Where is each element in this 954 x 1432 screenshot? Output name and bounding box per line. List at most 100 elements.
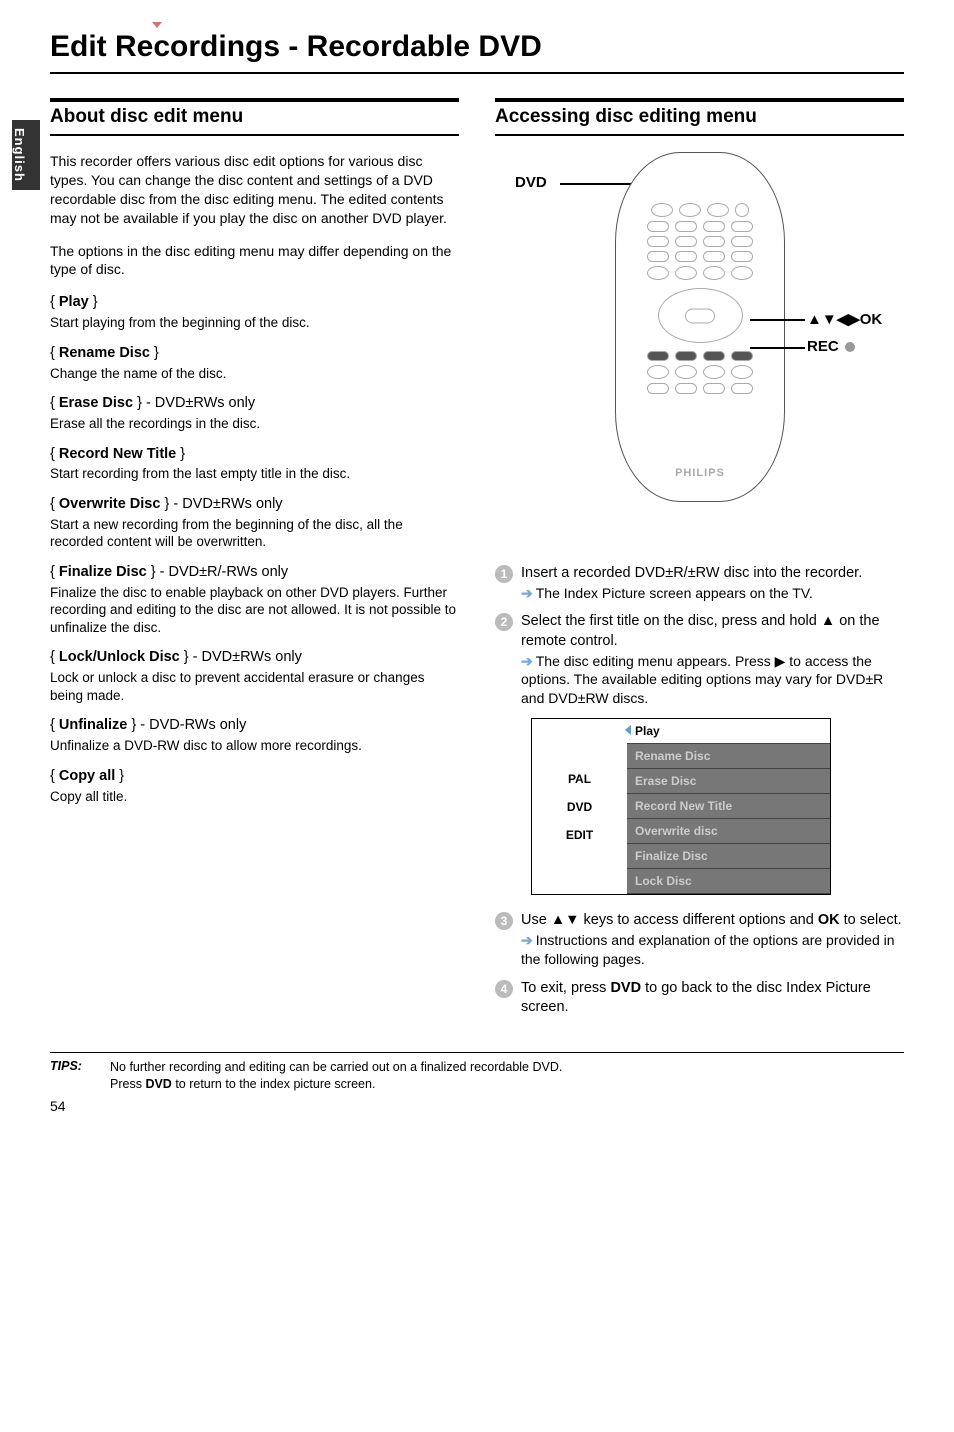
option-head: { Record New Title } xyxy=(50,445,459,464)
ui-down-arrow-icon xyxy=(152,22,162,28)
right-column: Accessing disc editing menu DVD PH xyxy=(495,98,904,1028)
option-desc: Copy all title. xyxy=(50,788,459,806)
remote-outline: PHILIPS xyxy=(615,152,785,502)
step-4-badge: 4 xyxy=(495,980,513,998)
language-tab: English xyxy=(12,120,40,190)
step-2-badge: 2 xyxy=(495,613,513,631)
ui-label-dvd: DVD xyxy=(532,800,627,814)
tips-line-2: Press DVD to return to the index picture… xyxy=(110,1076,904,1093)
remote-buttons xyxy=(626,203,774,411)
ui-left-arrow-icon xyxy=(625,725,631,735)
step-1-text: Insert a recorded DVD±R/±RW disc into th… xyxy=(521,564,904,584)
option-block: { Record New Title }Start recording from… xyxy=(50,445,459,483)
step-4-text: To exit, press DVD to go back to the dis… xyxy=(521,979,904,1018)
ui-menu-row: Record New Title xyxy=(627,794,830,819)
option-head: { Lock/Unlock Disc } - DVD±RWs only xyxy=(50,648,459,667)
step-1-badge: 1 xyxy=(495,565,513,583)
option-block: { Play } Start playing from the beginning… xyxy=(50,293,459,331)
option-desc: Start playing from the beginning of the … xyxy=(50,314,459,332)
option-block: { Rename Disc } Change the name of the di… xyxy=(50,344,459,382)
tips-label: TIPS: xyxy=(50,1059,96,1093)
ui-menu-row: Lock Disc xyxy=(627,869,830,894)
remote-diagram: DVD PHILIPS ▲▼◀▶OK xyxy=(495,152,904,542)
page-number: 54 xyxy=(50,1098,904,1114)
tips-row: TIPS: No further recording and editing c… xyxy=(50,1052,904,1093)
step-1-sub: ➔The Index Picture screen appears on the… xyxy=(521,584,904,603)
ui-menu-row: Rename Disc xyxy=(627,744,830,769)
option-block: { Lock/Unlock Disc } - DVD±RWs only Lock … xyxy=(50,648,459,704)
option-head: { Overwrite Disc } - DVD±RWs only xyxy=(50,495,459,514)
tips-line-2b: to return to the index picture screen. xyxy=(172,1077,376,1091)
arrow-right-icon: ➔ xyxy=(521,585,533,601)
page-title: Edit Recordings - Recordable DVD xyxy=(50,30,904,74)
ui-menu-row: Finalize Disc xyxy=(627,844,830,869)
callout-dvd-label: DVD xyxy=(515,174,547,191)
ui-menu-row: Overwrite disc xyxy=(627,819,830,844)
step-4: 4 To exit, press DVD to go back to the d… xyxy=(495,979,904,1018)
option-block: { Erase Disc } - DVD±RWs only Erase all t… xyxy=(50,394,459,432)
step-3-badge: 3 xyxy=(495,912,513,930)
ui-menu-row: Play xyxy=(627,719,830,744)
arrow-right-icon: ➔ xyxy=(521,653,533,669)
tips-line-1: No further recording and editing can be … xyxy=(110,1059,904,1076)
option-desc: Change the name of the disc. xyxy=(50,365,459,383)
options-list: { Play } Start playing from the beginning… xyxy=(50,293,459,805)
tips-dvd: DVD xyxy=(145,1077,171,1091)
step-2-text: Select the first title on the disc, pres… xyxy=(521,612,904,651)
option-head: { Unfinalize } - DVD-RWs only xyxy=(50,716,459,735)
intro-1: This recorder offers various disc edit o… xyxy=(50,152,459,228)
columns: About disc edit menu This recorder offer… xyxy=(50,98,904,1028)
callout-rec-text: REC xyxy=(807,338,839,355)
arrow-right-icon: ➔ xyxy=(521,932,533,948)
ui-menu-row: Erase Disc xyxy=(627,769,830,794)
option-block: { Copy all } Copy all title. xyxy=(50,767,459,805)
step-3-sub: ➔Instructions and explanation of the opt… xyxy=(521,931,904,969)
callout-rec-label: REC xyxy=(807,338,855,355)
step-1: 1 Insert a recorded DVD±R/±RW disc into … xyxy=(495,564,904,602)
option-head: { Rename Disc } xyxy=(50,344,459,363)
option-desc: Start recording from the last empty titl… xyxy=(50,465,459,483)
step-3-ok: OK xyxy=(818,912,840,928)
tips-body: No further recording and editing can be … xyxy=(110,1059,904,1093)
option-desc: Lock or unlock a disc to prevent acciden… xyxy=(50,669,459,704)
step-3-text-b: to select. xyxy=(840,912,902,928)
rec-dot-icon xyxy=(845,342,855,352)
option-desc: Finalize the disc to enable playback on … xyxy=(50,584,459,637)
left-heading: About disc edit menu xyxy=(50,98,459,136)
left-column: About disc edit menu This recorder offer… xyxy=(50,98,459,1028)
disc-edit-screen: PAL DVD EDIT PlayRename DiscErase DiscRe… xyxy=(531,718,831,895)
disc-edit-screen-left: PAL DVD EDIT xyxy=(532,719,627,894)
step-2-sub-text: The disc editing menu appears. Press ▶ t… xyxy=(521,653,883,707)
callout-dvd-line-h xyxy=(560,183,640,185)
option-block: { Finalize Disc } - DVD±R/-RWs only Final… xyxy=(50,563,459,636)
disc-edit-screen-right: PlayRename DiscErase DiscRecord New Titl… xyxy=(627,719,830,894)
step-1-sub-text: The Index Picture screen appears on the … xyxy=(536,585,813,601)
option-desc: Unfinalize a DVD-RW disc to allow more r… xyxy=(50,737,459,755)
option-desc: Erase all the recordings in the disc. xyxy=(50,415,459,433)
remote-brand: PHILIPS xyxy=(616,467,784,479)
option-desc: Start a new recording from the beginning… xyxy=(50,516,459,551)
option-head: { Play } xyxy=(50,293,459,312)
callout-navok-line xyxy=(750,319,805,321)
ui-label-pal: PAL xyxy=(532,772,627,786)
step-2-sub: ➔The disc editing menu appears. Press ▶ … xyxy=(521,652,904,709)
step-4-text-a: To exit, press xyxy=(521,980,610,996)
step-2: 2 Select the first title on the disc, pr… xyxy=(495,612,904,708)
remote-dpad xyxy=(658,288,743,343)
step-3-text: Use ▲▼ keys to access different options … xyxy=(521,911,904,931)
option-head: { Copy all } xyxy=(50,767,459,786)
tips-line-2a: Press xyxy=(110,1077,145,1091)
callout-navok-label: ▲▼◀▶OK xyxy=(807,310,882,328)
ui-label-edit: EDIT xyxy=(532,828,627,842)
option-block: { Overwrite Disc } - DVD±RWs only Start a… xyxy=(50,495,459,551)
step-4-dvd: DVD xyxy=(610,980,641,996)
callout-rec-line xyxy=(750,347,805,349)
step-3: 3 Use ▲▼ keys to access different option… xyxy=(495,911,904,968)
intro-2: The options in the disc editing menu may… xyxy=(50,242,459,280)
option-head: { Erase Disc } - DVD±RWs only xyxy=(50,394,459,413)
option-head: { Finalize Disc } - DVD±R/-RWs only xyxy=(50,563,459,582)
step-3-text-a: Use ▲▼ keys to access different options … xyxy=(521,912,818,928)
option-block: { Unfinalize } - DVD-RWs only Unfinalize … xyxy=(50,716,459,754)
step-3-sub-text: Instructions and explanation of the opti… xyxy=(521,932,895,967)
right-heading: Accessing disc editing menu xyxy=(495,98,904,136)
